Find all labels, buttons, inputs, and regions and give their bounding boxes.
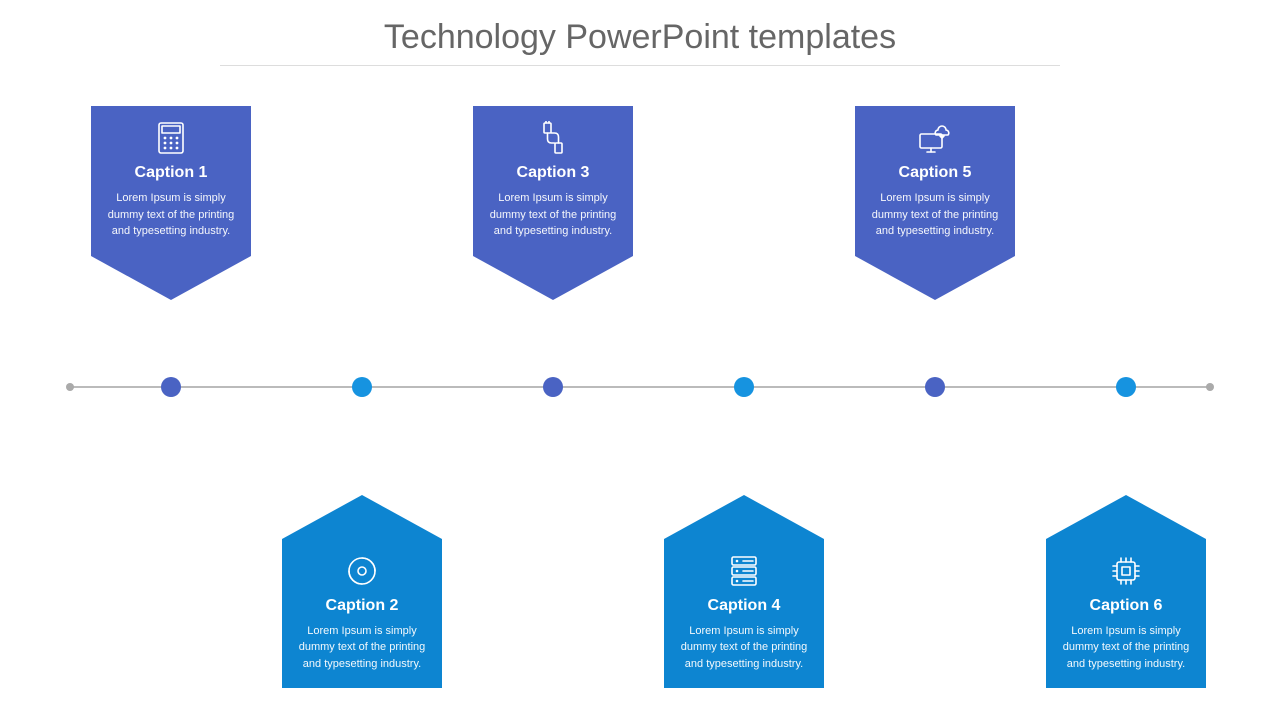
card-arrow	[473, 256, 633, 300]
card-arrow	[855, 256, 1015, 300]
card-description: Lorem Ipsum is simply dummy text of the …	[483, 190, 623, 240]
chip-icon	[1056, 553, 1196, 589]
timeline-card: Caption 4 Lorem Ipsum is simply dummy tex…	[664, 539, 824, 689]
slide-title: Technology PowerPoint templates	[220, 18, 1060, 66]
card-arrow	[282, 495, 442, 539]
timeline-card: Caption 5 Lorem Ipsum is simply dummy tex…	[855, 106, 1015, 256]
timeline-dot	[352, 377, 372, 397]
cloud-pc-icon	[865, 120, 1005, 156]
card-caption: Caption 3	[483, 164, 623, 182]
card-description: Lorem Ipsum is simply dummy text of the …	[674, 623, 814, 673]
timeline-dot	[1116, 377, 1136, 397]
timeline-dot	[161, 377, 181, 397]
timeline-card: Caption 3 Lorem Ipsum is simply dummy tex…	[473, 106, 633, 256]
timeline-end-left	[66, 383, 74, 391]
card-caption: Caption 2	[292, 597, 432, 615]
timeline-dot	[925, 377, 945, 397]
timeline-dot	[734, 377, 754, 397]
card-description: Lorem Ipsum is simply dummy text of the …	[865, 190, 1005, 240]
card-caption: Caption 4	[674, 597, 814, 615]
cables-icon	[483, 120, 623, 156]
timeline-card: Caption 1 Lorem Ipsum is simply dummy tex…	[91, 106, 251, 256]
disc-icon	[292, 553, 432, 589]
card-arrow	[91, 256, 251, 300]
timeline-card: Caption 2 Lorem Ipsum is simply dummy tex…	[282, 539, 442, 689]
card-caption: Caption 5	[865, 164, 1005, 182]
card-arrow	[664, 495, 824, 539]
card-caption: Caption 6	[1056, 597, 1196, 615]
timeline-dot	[543, 377, 563, 397]
timeline-line	[70, 386, 1210, 388]
card-description: Lorem Ipsum is simply dummy text of the …	[292, 623, 432, 673]
card-description: Lorem Ipsum is simply dummy text of the …	[101, 190, 241, 240]
timeline-end-right	[1206, 383, 1214, 391]
timeline-card: Caption 6 Lorem Ipsum is simply dummy tex…	[1046, 539, 1206, 689]
calculator-icon	[101, 120, 241, 156]
card-arrow	[1046, 495, 1206, 539]
server-icon	[674, 553, 814, 589]
card-caption: Caption 1	[101, 164, 241, 182]
card-description: Lorem Ipsum is simply dummy text of the …	[1056, 623, 1196, 673]
